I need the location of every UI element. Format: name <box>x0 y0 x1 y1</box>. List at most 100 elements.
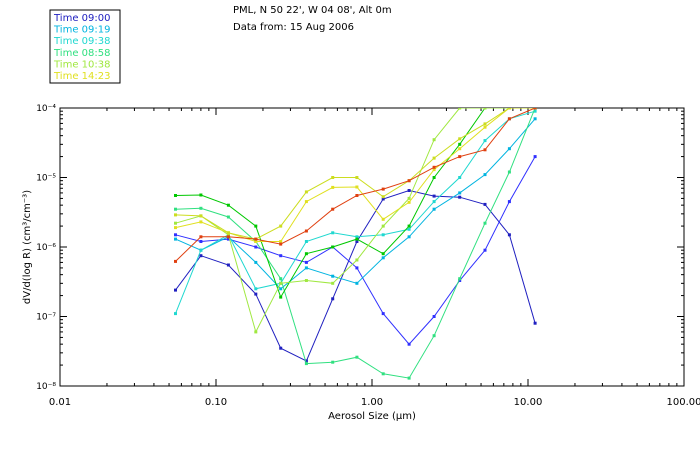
data-point <box>304 240 308 243</box>
data-point <box>407 179 411 183</box>
data-point <box>199 206 203 210</box>
data-point <box>174 233 177 237</box>
data-point <box>355 235 359 239</box>
data-point <box>432 156 436 160</box>
data-point <box>331 207 335 211</box>
data-point <box>174 226 177 230</box>
data-point <box>355 281 359 285</box>
data-point <box>507 233 511 237</box>
data-point <box>381 195 385 199</box>
data-point <box>381 217 385 221</box>
data-point <box>458 108 462 110</box>
data-point <box>483 221 487 225</box>
data-point <box>533 321 537 325</box>
data-point <box>458 191 462 195</box>
header-date: Data from: 15 Aug 2006 <box>233 22 354 33</box>
data-point <box>254 245 258 249</box>
data-point <box>331 274 335 278</box>
data-point <box>199 214 203 218</box>
data-point <box>381 187 385 191</box>
data-point <box>432 334 436 338</box>
data-point <box>483 173 487 177</box>
legend-entry: Time 10:38 <box>53 59 110 70</box>
data-point <box>507 117 511 121</box>
data-point <box>355 258 359 262</box>
data-point <box>304 260 308 264</box>
data-point <box>304 229 308 233</box>
data-point <box>174 221 177 225</box>
data-point <box>407 196 411 200</box>
axes: 0.01 0.10 1.00 10.00 100.00 10⁻⁸ 10⁻⁷ 10⁻⁶ 10⁻⁵ 1… <box>36 104 700 408</box>
data-point <box>507 108 511 110</box>
legend-entry: Time 08:58 <box>53 48 110 59</box>
y-axis-label: dV/d(log R) (cm³/cm⁻³) <box>22 190 33 304</box>
data-point <box>226 215 230 219</box>
y-tick-label: 10⁻⁸ <box>36 382 56 392</box>
data-point <box>331 245 335 249</box>
data-point <box>226 231 230 235</box>
data-point <box>483 122 487 126</box>
data-point <box>226 203 230 207</box>
data-point <box>279 277 283 281</box>
data-point <box>279 287 283 291</box>
data-point <box>407 342 411 346</box>
data-point <box>199 240 203 243</box>
data-point <box>407 227 411 231</box>
data-point <box>304 359 308 363</box>
data-point <box>279 224 283 228</box>
data-point <box>507 200 511 204</box>
data-point <box>458 142 462 146</box>
data-point <box>483 202 487 206</box>
data-point <box>226 235 230 239</box>
data-point <box>458 155 462 159</box>
data-point <box>174 259 177 263</box>
data-point <box>355 185 359 189</box>
data-point <box>533 109 537 113</box>
data-point <box>432 176 436 179</box>
data-point <box>533 117 537 121</box>
x-tick-label: 0.01 <box>49 397 71 408</box>
data-series <box>174 108 537 380</box>
data-point <box>279 295 283 299</box>
data-point <box>199 248 203 252</box>
data-point <box>381 256 385 260</box>
header-location: PML, N 50 22', W 04 08', Alt 0m <box>233 5 392 16</box>
data-point <box>279 346 283 350</box>
legend-entry: Time 14:23 <box>53 71 110 82</box>
data-point <box>174 312 177 316</box>
x-tick-label: 0.10 <box>205 397 227 408</box>
data-point <box>483 108 487 110</box>
data-point <box>226 233 230 237</box>
data-point <box>331 297 335 301</box>
data-point <box>174 213 177 217</box>
data-point <box>381 233 385 237</box>
data-point <box>174 237 177 241</box>
data-point <box>533 155 537 159</box>
data-point <box>355 237 359 241</box>
data-point <box>483 139 487 143</box>
data-point <box>407 235 411 239</box>
y-tick-label: 10⁻⁴ <box>36 104 56 114</box>
data-point <box>507 170 511 174</box>
data-point <box>254 260 258 264</box>
data-point <box>254 240 258 243</box>
data-point <box>355 176 359 179</box>
series-line-6 <box>175 108 536 334</box>
data-point <box>483 248 487 252</box>
data-point <box>458 279 462 282</box>
data-point <box>331 176 335 179</box>
data-point <box>432 165 436 169</box>
y-tick-label: 10⁻⁵ <box>36 174 56 184</box>
data-point <box>355 355 359 359</box>
data-point <box>483 125 487 129</box>
y-tick-label: 10⁻⁷ <box>36 313 56 323</box>
data-point <box>279 281 283 285</box>
data-point <box>432 138 436 142</box>
legend-entry: Time 09:38 <box>53 36 110 47</box>
data-point <box>355 194 359 197</box>
data-point <box>458 195 462 199</box>
x-tick-label: 1.00 <box>361 397 383 408</box>
data-point <box>254 237 258 241</box>
data-point <box>279 240 283 243</box>
